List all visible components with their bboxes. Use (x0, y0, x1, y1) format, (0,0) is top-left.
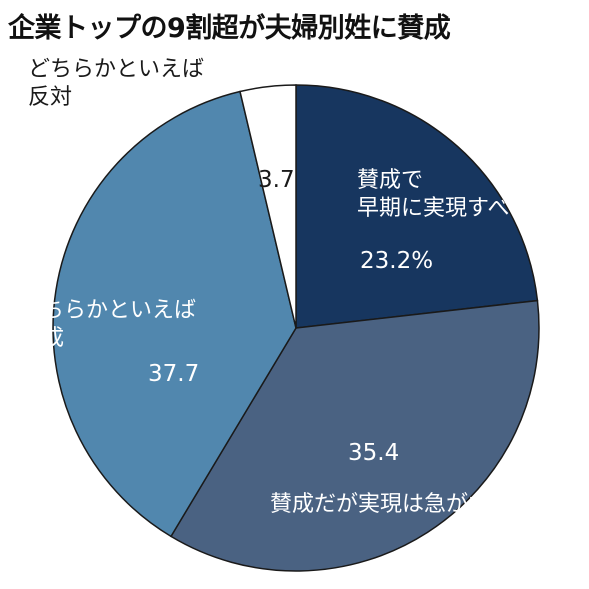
slice-label: どちらかといえば (20, 298, 196, 323)
slice-no-hurry (169, 299, 540, 572)
slice-value-label: 35.4 (348, 440, 399, 466)
slice-early-adoption (295, 84, 539, 329)
slice-label: 賛成 (20, 326, 64, 351)
slice-label: 賛成だが実現は急がない (270, 492, 512, 517)
slice-somewhat-oppose (239, 84, 297, 329)
slice-label: 賛成で (357, 168, 423, 193)
slice-label: 反対 (28, 85, 72, 110)
slice-value-label: 37.7 (148, 361, 199, 387)
slice-label: 早期に実現すべき (357, 196, 531, 221)
slice-somewhat-agree (52, 90, 297, 538)
slice-label: どちらかといえば (28, 57, 204, 82)
slice-value-label: 3.7 (258, 167, 295, 193)
chart-title: 企業トップの9割超が夫婦別姓に賛成 (8, 13, 451, 44)
slice-value-label: 23.2% (360, 248, 433, 274)
